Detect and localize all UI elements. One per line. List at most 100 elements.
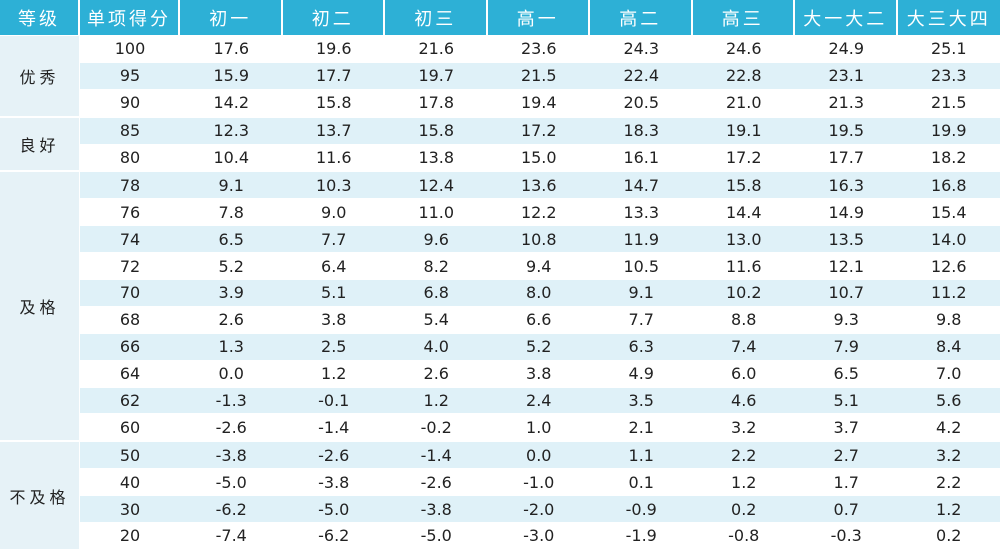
value-cell: 17.6 (180, 36, 283, 63)
value-cell: 8.2 (385, 253, 488, 280)
value-cell: 9.3 (795, 307, 898, 334)
value-cell: 3.7 (795, 414, 898, 442)
score-cell: 50 (80, 442, 180, 469)
value-cell: 23.1 (795, 63, 898, 90)
value-cell: 15.8 (283, 90, 386, 118)
value-cell: 24.3 (590, 36, 693, 63)
value-cell: 2.1 (590, 414, 693, 442)
value-cell: -1.4 (385, 442, 488, 469)
value-cell: 3.9 (180, 280, 283, 307)
value-cell: 16.1 (590, 145, 693, 173)
value-cell: 2.2 (898, 469, 1000, 496)
value-cell: 16.3 (795, 172, 898, 199)
value-cell: 11.9 (590, 226, 693, 253)
value-cell: 14.9 (795, 199, 898, 226)
value-cell: 21.5 (898, 90, 1000, 118)
value-cell: 0.0 (488, 442, 591, 469)
value-cell: 13.5 (795, 226, 898, 253)
value-cell: 7.7 (283, 226, 386, 253)
value-cell: 13.8 (385, 145, 488, 173)
value-cell: 6.0 (693, 361, 796, 388)
value-cell: 0.1 (590, 469, 693, 496)
value-cell: 1.2 (898, 496, 1000, 523)
value-cell: -3.8 (180, 442, 283, 469)
value-cell: 12.3 (180, 118, 283, 145)
value-cell: -6.2 (283, 523, 386, 551)
value-cell: 2.2 (693, 442, 796, 469)
header-grade-7: 初一 (180, 0, 283, 36)
value-cell: 1.1 (590, 442, 693, 469)
value-cell: 7.9 (795, 334, 898, 361)
value-cell: 16.8 (898, 172, 1000, 199)
value-cell: 20.5 (590, 90, 693, 118)
value-cell: 10.4 (180, 145, 283, 173)
value-cell: 9.4 (488, 253, 591, 280)
grade-label: 良好 (0, 118, 80, 173)
value-cell: 13.3 (590, 199, 693, 226)
value-cell: 11.0 (385, 199, 488, 226)
value-cell: 4.0 (385, 334, 488, 361)
value-cell: 13.0 (693, 226, 796, 253)
value-cell: -3.0 (488, 523, 591, 551)
value-cell: 5.2 (180, 253, 283, 280)
header-row: 等级 单项得分 初一 初二 初三 高一 高二 高三 大一大二 大三大四 (0, 0, 1000, 36)
value-cell: 1.2 (283, 361, 386, 388)
value-cell: 0.7 (795, 496, 898, 523)
score-cell: 90 (80, 90, 180, 118)
score-cell: 66 (80, 334, 180, 361)
score-cell: 68 (80, 307, 180, 334)
value-cell: 14.2 (180, 90, 283, 118)
value-cell: 10.3 (283, 172, 386, 199)
value-cell: 9.1 (590, 280, 693, 307)
value-cell: 2.5 (283, 334, 386, 361)
value-cell: 8.0 (488, 280, 591, 307)
score-cell: 70 (80, 280, 180, 307)
value-cell: 5.4 (385, 307, 488, 334)
value-cell: 14.7 (590, 172, 693, 199)
value-cell: 9.6 (385, 226, 488, 253)
score-cell: 62 (80, 388, 180, 415)
value-cell: 6.3 (590, 334, 693, 361)
value-cell: 10.2 (693, 280, 796, 307)
value-cell: -0.9 (590, 496, 693, 523)
value-cell: -0.2 (385, 414, 488, 442)
value-cell: 12.4 (385, 172, 488, 199)
value-cell: -1.0 (488, 469, 591, 496)
value-cell: 7.8 (180, 199, 283, 226)
value-cell: 3.8 (283, 307, 386, 334)
score-cell: 30 (80, 496, 180, 523)
value-cell: 23.3 (898, 63, 1000, 90)
value-cell: 1.2 (385, 388, 488, 415)
value-cell: 19.4 (488, 90, 591, 118)
header-grade-12: 高三 (693, 0, 796, 36)
value-cell: -2.6 (283, 442, 386, 469)
value-cell: 24.6 (693, 36, 796, 63)
value-cell: -5.0 (180, 469, 283, 496)
value-cell: -5.0 (385, 523, 488, 551)
value-cell: 21.3 (795, 90, 898, 118)
value-cell: 17.8 (385, 90, 488, 118)
value-cell: 8.8 (693, 307, 796, 334)
value-cell: -0.1 (283, 388, 386, 415)
value-cell: 13.7 (283, 118, 386, 145)
value-cell: 15.4 (898, 199, 1000, 226)
value-cell: -1.4 (283, 414, 386, 442)
value-cell: 21.5 (488, 63, 591, 90)
value-cell: 2.6 (385, 361, 488, 388)
value-cell: 25.1 (898, 36, 1000, 63)
value-cell: 3.2 (898, 442, 1000, 469)
value-cell: 2.6 (180, 307, 283, 334)
